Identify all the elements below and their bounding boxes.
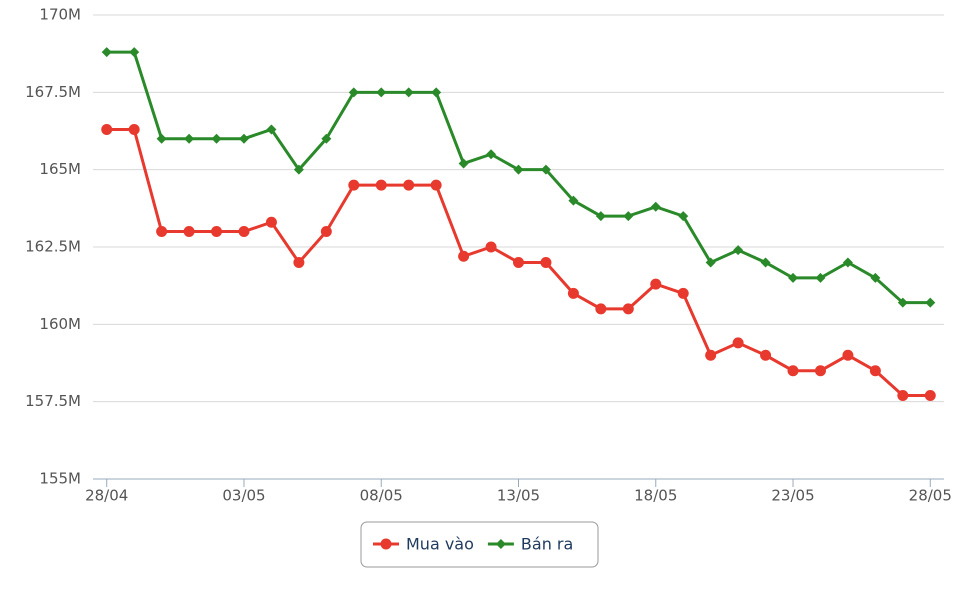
data-point	[129, 47, 140, 58]
data-point	[101, 123, 113, 135]
data-point	[787, 365, 799, 377]
data-point	[760, 349, 772, 361]
data-point	[348, 179, 360, 191]
y-tick-label: 160M	[39, 315, 81, 333]
data-point	[486, 149, 497, 160]
data-point	[183, 226, 195, 238]
data-point	[677, 287, 689, 299]
y-tick-label: 162.5M	[25, 238, 81, 256]
y-tick-label: 157.5M	[25, 392, 81, 410]
data-point	[430, 179, 442, 191]
data-point	[705, 349, 717, 361]
data-point	[128, 123, 140, 135]
data-point	[375, 179, 387, 191]
data-point	[101, 47, 112, 58]
data-point	[870, 272, 881, 283]
data-point	[211, 226, 223, 238]
data-point	[265, 216, 277, 228]
data-point	[293, 164, 304, 175]
data-point	[925, 297, 936, 308]
y-tick-label: 167.5M	[25, 83, 81, 101]
x-tick-label: 23/05	[771, 487, 814, 505]
data-point	[540, 256, 552, 268]
data-point	[705, 257, 716, 268]
data-point	[924, 389, 936, 401]
data-point	[348, 87, 359, 98]
data-point	[320, 226, 332, 238]
data-point	[568, 195, 579, 206]
legend-item[interactable]: Mua vào	[406, 535, 474, 554]
data-point	[595, 303, 607, 315]
data-point	[815, 272, 826, 283]
data-point	[184, 133, 195, 144]
data-point	[458, 158, 469, 169]
data-point	[156, 133, 167, 144]
data-point	[622, 303, 634, 315]
x-tick-label: 08/05	[360, 487, 403, 505]
legend-marker	[380, 538, 392, 550]
y-tick-label: 170M	[39, 6, 81, 24]
data-point	[238, 226, 250, 238]
x-tick-label: 28/05	[909, 487, 952, 505]
y-tick-label: 155M	[39, 470, 81, 488]
data-point	[760, 257, 771, 268]
legend-marker	[495, 539, 506, 549]
data-point	[650, 278, 662, 290]
data-point	[513, 256, 524, 268]
data-point	[897, 297, 908, 308]
data-point	[321, 133, 332, 144]
data-point	[376, 87, 387, 98]
data-point	[211, 133, 222, 144]
data-point	[897, 389, 909, 401]
data-point	[458, 250, 470, 262]
x-tick-label: 13/05	[497, 487, 540, 505]
data-point	[567, 287, 579, 299]
data-point	[732, 337, 744, 349]
data-point	[431, 87, 442, 98]
data-point	[403, 179, 415, 191]
data-point	[678, 211, 689, 222]
data-point	[788, 272, 799, 283]
y-tick-label: 165M	[39, 160, 81, 178]
data-point	[733, 245, 744, 256]
x-tick-label: 03/05	[222, 487, 265, 505]
data-point	[293, 256, 305, 268]
x-tick-label: 18/05	[634, 487, 677, 505]
data-point	[842, 257, 853, 268]
data-point	[403, 87, 414, 98]
data-point	[650, 201, 661, 212]
data-point	[540, 164, 551, 175]
data-point	[623, 211, 634, 222]
data-point	[266, 124, 277, 135]
data-point	[485, 241, 497, 253]
data-point	[595, 211, 606, 222]
data-point	[814, 365, 826, 377]
data-point	[156, 226, 168, 238]
data-point	[513, 164, 524, 175]
x-tick-label: 28/04	[85, 487, 128, 505]
legend-item[interactable]: Bán ra	[521, 535, 573, 554]
data-point	[238, 133, 249, 144]
data-point	[869, 365, 881, 377]
legend-box	[360, 521, 599, 568]
data-point	[842, 349, 854, 361]
